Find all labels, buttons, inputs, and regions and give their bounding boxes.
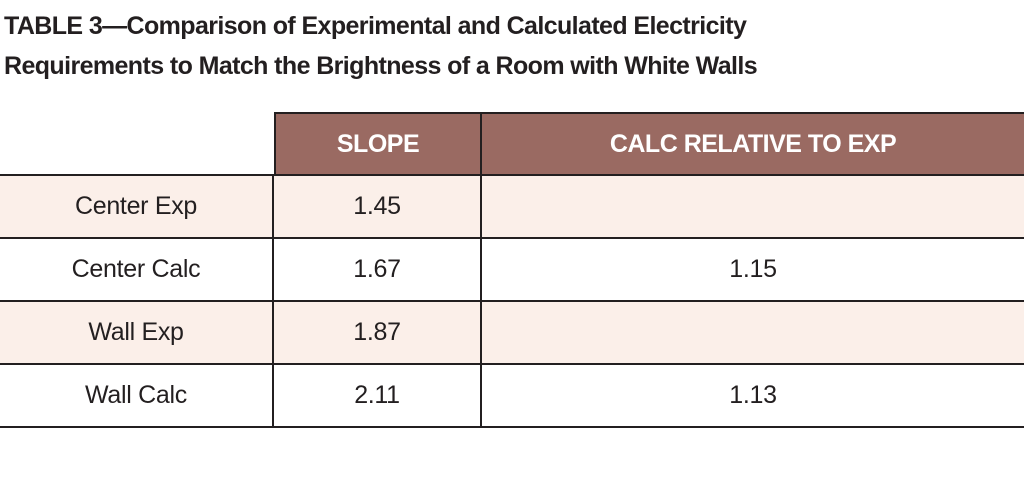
slope-cell: 1.87 [274, 302, 482, 363]
table-header-row: SLOPE CALC RELATIVE TO EXP [0, 112, 1024, 176]
table-title-line-1: TABLE 3—Comparison of Experimental and C… [4, 12, 747, 40]
calc-relative-cell: 1.15 [729, 255, 777, 283]
table-title: TABLE 3—Comparison of Experimental and C… [4, 6, 1014, 86]
row-label-cell: Center Calc [0, 239, 274, 300]
calc-relative-cell: 1.13 [729, 381, 777, 409]
table-row: Wall Calc 2.11 1.13 [0, 365, 1024, 428]
row-label-cell: Center Exp [0, 176, 274, 237]
header-cell-empty [0, 112, 274, 176]
slope-cell: 1.67 [274, 239, 482, 300]
table-title-line-2: Requirements to Match the Brightness of … [4, 52, 758, 80]
calc-relative-cell [482, 302, 1024, 363]
row-label-cell: Wall Exp [0, 302, 274, 363]
table-row: Wall Exp 1.87 [0, 302, 1024, 365]
table-row: Center Calc 1.67 1.15 [0, 239, 1024, 302]
table-row: Center Exp 1.45 [0, 176, 1024, 239]
slope-cell: 1.45 [274, 176, 482, 237]
calc-relative-cell [482, 176, 1024, 237]
header-cell-calc-relative: CALC RELATIVE TO EXP [482, 112, 1024, 176]
row-label-cell: Wall Calc [0, 365, 274, 426]
header-cell-slope: SLOPE [274, 112, 482, 176]
slope-cell: 2.11 [274, 365, 482, 426]
comparison-table: SLOPE CALC RELATIVE TO EXP Center Exp 1.… [0, 112, 1024, 428]
